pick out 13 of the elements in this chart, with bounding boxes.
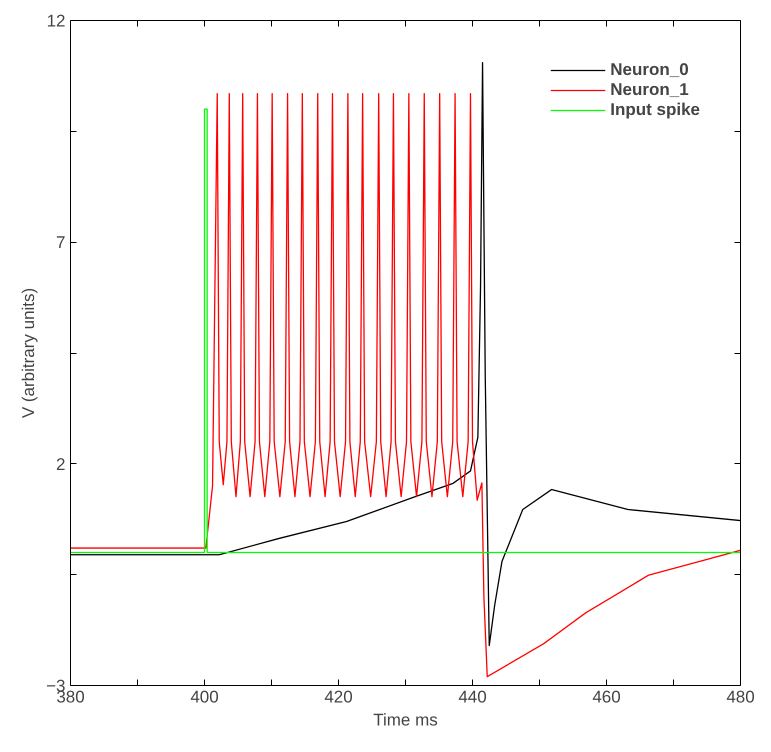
y-tick-label: 2	[56, 454, 66, 474]
x-tick-label: 460	[592, 688, 621, 706]
y-tick-label: 12	[46, 12, 66, 30]
legend-label: Neuron_1	[610, 80, 689, 100]
y-tick-label: 7	[56, 233, 66, 252]
x-tick-label: 480	[726, 688, 755, 706]
legend-label: Neuron_0	[610, 60, 689, 80]
x-tick-label: 420	[324, 688, 353, 706]
legend-label: Input spike	[610, 100, 700, 120]
x-axis-title: Time ms	[373, 710, 438, 730]
x-tick-label: 400	[190, 688, 219, 706]
x-tick-label: 440	[458, 688, 487, 706]
y-axis-title: V (arbitrary units)	[19, 288, 38, 418]
